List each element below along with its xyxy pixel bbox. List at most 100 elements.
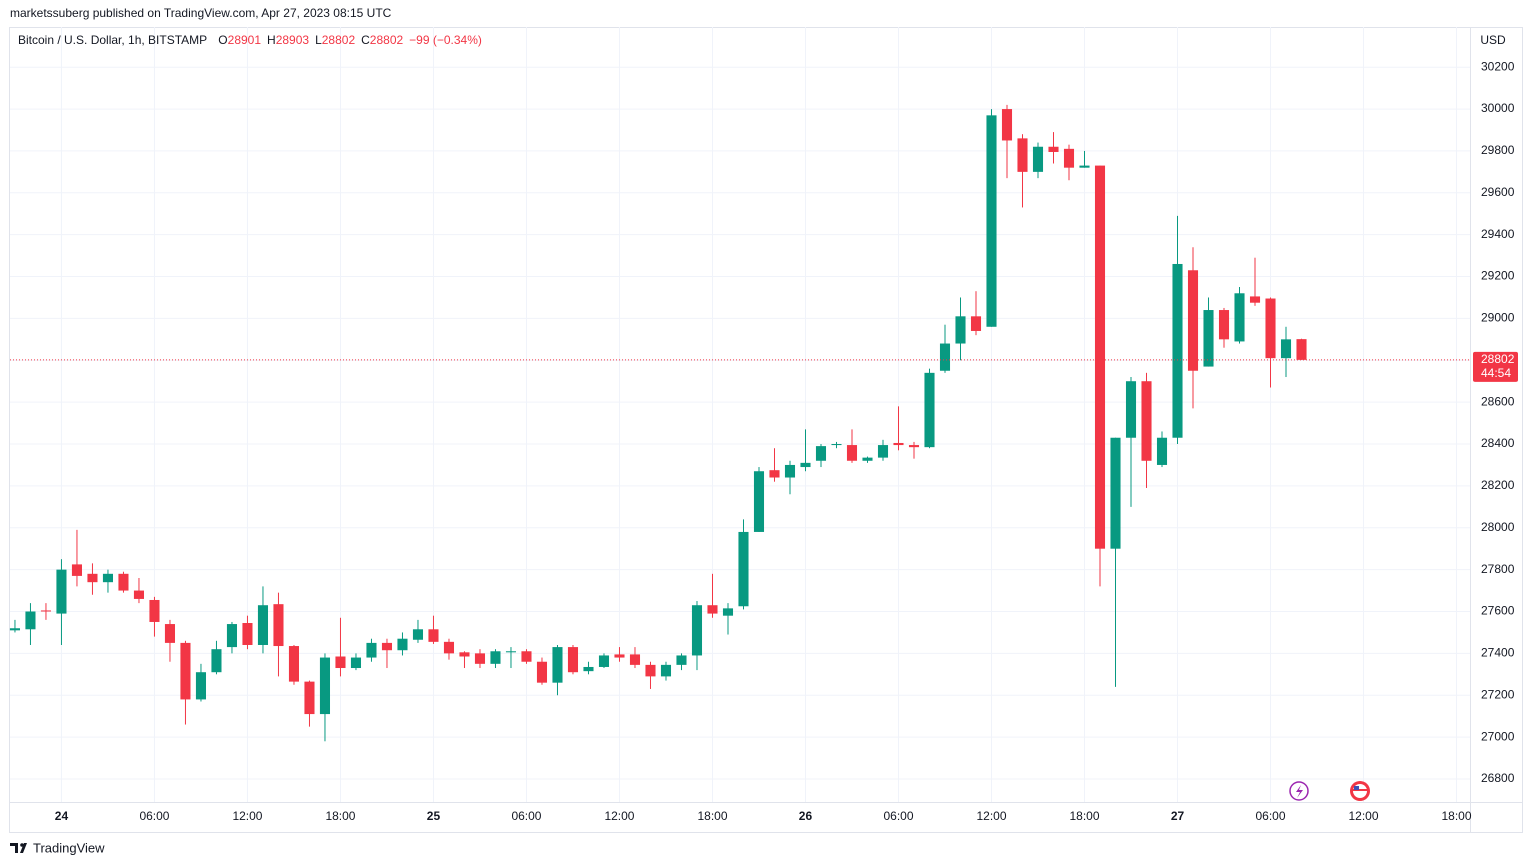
x-tick-label: 18:00 <box>1069 809 1099 823</box>
candle-body <box>40 610 51 612</box>
candle-body <box>1156 437 1168 465</box>
candle-body <box>1048 146 1059 152</box>
y-tick-label: 30200 <box>1481 59 1515 73</box>
candle-body <box>598 655 610 667</box>
candle-body <box>986 115 997 327</box>
y-tick-label: 26800 <box>1481 771 1515 785</box>
brand: TradingView <box>33 840 105 855</box>
legend-field-value: 28901 <box>228 33 262 47</box>
economic-icon-stripe[interactable] <box>1353 789 1367 791</box>
candle-body <box>846 445 858 461</box>
y-tick-label: 29800 <box>1481 143 1515 157</box>
candle-body <box>87 573 98 583</box>
countdown: 44:54 <box>1481 366 1511 380</box>
candle-body <box>939 343 951 371</box>
x-tick-label: 27 <box>1171 809 1185 823</box>
x-tick-label: 06:00 <box>139 809 169 823</box>
y-tick-label: 28200 <box>1481 478 1515 492</box>
y-tick-label: 27600 <box>1481 604 1515 618</box>
candle-body <box>1249 296 1261 303</box>
x-tick-label: 18:00 <box>1441 809 1471 823</box>
legend-field-value: 28802 <box>322 33 356 47</box>
logo-mark <box>10 843 27 853</box>
candle-body <box>769 470 780 478</box>
candle-body <box>583 666 594 672</box>
candle-body <box>924 372 935 448</box>
candle-body <box>505 651 517 653</box>
logo-dot <box>20 843 24 847</box>
x-tick-label: 18:00 <box>697 809 727 823</box>
candle-body <box>1218 310 1230 340</box>
candle-body <box>1296 339 1307 360</box>
candle-body <box>722 608 734 616</box>
x-tick-label: 25 <box>427 809 441 823</box>
last-price-tag <box>1473 351 1518 382</box>
candle-body <box>335 656 346 669</box>
candle-body <box>877 445 889 458</box>
candle-body <box>645 664 656 677</box>
x-tick-label: 12:00 <box>1348 809 1378 823</box>
candle-body <box>707 605 718 614</box>
y-tick-label: 28600 <box>1481 394 1515 408</box>
candle-body <box>211 649 222 673</box>
candle-body <box>862 457 873 461</box>
candle-body <box>800 462 811 468</box>
candle-body <box>443 641 455 654</box>
candle-body <box>1110 437 1121 549</box>
candle-body <box>970 316 982 331</box>
candle-body <box>815 446 827 461</box>
candle-body <box>738 531 749 607</box>
candle-body <box>102 573 114 583</box>
x-tick-label: 18:00 <box>325 809 355 823</box>
x-tick-label: 12:00 <box>232 809 262 823</box>
candle-body <box>1017 138 1028 172</box>
candle-body <box>118 573 129 591</box>
candle-body <box>459 652 470 657</box>
candle-body <box>831 444 842 446</box>
candle-body <box>490 651 501 664</box>
y-tick-label: 29400 <box>1481 227 1515 241</box>
candle-body <box>9 628 20 631</box>
economic-icon-canton[interactable] <box>1354 786 1359 790</box>
candle-body <box>412 629 424 640</box>
event-icon[interactable] <box>1289 781 1309 801</box>
legend-field-label: C <box>361 33 370 47</box>
y-tick-label: 30000 <box>1481 101 1515 115</box>
candle-body <box>1094 165 1106 549</box>
y-tick-label: 29600 <box>1481 185 1515 199</box>
economic-icon[interactable] <box>1350 781 1370 801</box>
legend-field-label: H <box>267 33 276 47</box>
candle-body <box>25 611 36 630</box>
grid <box>10 27 1470 802</box>
candle-body <box>1079 165 1090 168</box>
y-tick-label: 27200 <box>1481 687 1515 701</box>
legend-field-label: O <box>218 33 227 47</box>
candle-body <box>474 653 486 664</box>
candle-body <box>536 661 548 683</box>
candle-body <box>521 651 532 662</box>
candle-body <box>955 316 966 344</box>
candle-body <box>180 642 191 700</box>
candle-body <box>304 681 315 715</box>
y-tick-label: 27400 <box>1481 646 1515 660</box>
candle-body <box>428 629 439 642</box>
candle-body <box>552 647 563 683</box>
candle-body <box>567 647 579 673</box>
publisher: marketssuberg published on TradingView.c… <box>10 6 392 20</box>
event-icon-bolt[interactable] <box>1296 785 1303 798</box>
candle-body <box>164 624 176 643</box>
y-tick-label: 27800 <box>1481 562 1515 576</box>
y-tick-label: 28000 <box>1481 520 1515 534</box>
candle-body <box>71 564 83 576</box>
candle-body <box>676 655 687 665</box>
candle-body <box>660 664 672 677</box>
candle-body <box>381 642 393 651</box>
candle-body <box>133 590 145 599</box>
candle-body <box>614 654 625 658</box>
currency: USD <box>1480 33 1506 47</box>
candle-body <box>1063 148 1075 168</box>
candle-body <box>1172 263 1183 438</box>
x-tick-label: 06:00 <box>511 809 541 823</box>
last-price-label: 28802 <box>1481 352 1515 366</box>
candle-body <box>1001 109 1013 141</box>
